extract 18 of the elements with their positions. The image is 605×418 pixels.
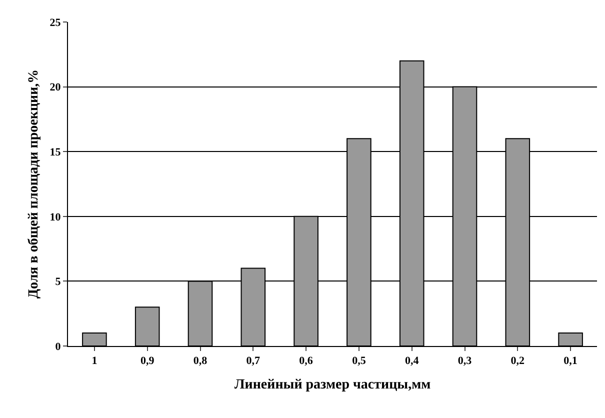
- x-tick-label: 0,2: [510, 355, 526, 368]
- x-axis-title: Линейный размер частицы,мм: [234, 378, 432, 392]
- x-tick-label: 1: [92, 355, 98, 368]
- x-tick-label: 0,3: [458, 355, 472, 368]
- x-tick-label: 0,7: [246, 355, 261, 368]
- x-tick-label: 0,1: [564, 355, 578, 368]
- y-tick-label: 10: [50, 211, 62, 224]
- x-tick-label: 0,4: [404, 355, 420, 368]
- y-tick-label: 0: [55, 340, 62, 353]
- x-tick-label: 0,8: [193, 355, 208, 368]
- y-tick-label: 5: [55, 276, 62, 288]
- x-tick-label: 0,9: [140, 355, 155, 368]
- x-tick-label: 0,5: [352, 355, 366, 368]
- y-axis-title: Доля в общей площади проекции,%: [26, 69, 42, 299]
- y-tick-label: 20: [50, 82, 62, 94]
- x-tick-label: 0,6: [299, 355, 314, 368]
- y-tick-label: 25: [50, 16, 62, 29]
- y-tick-label: 15: [50, 146, 62, 158]
